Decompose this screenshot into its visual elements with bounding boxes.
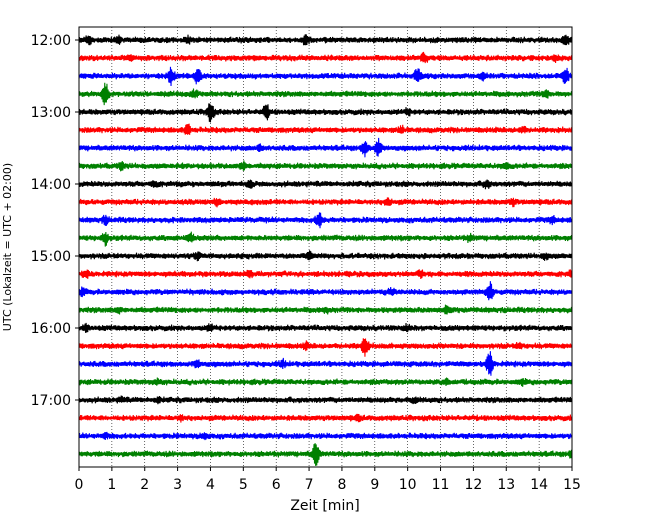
vertical-gridlines [111,27,540,467]
trace-1200 [78,34,573,46]
x-axis-ticks: 0 1 2 3 4 5 6 7 8 9 10 11 12 13 14 15 [75,467,581,493]
trace-1300 [78,103,573,123]
trace-1230 [78,66,573,87]
trace-1615 [78,338,573,357]
trace-1745 [78,443,573,466]
trace-1715 [78,413,573,423]
trace-1345 [78,160,573,172]
x-axis-label: Zeit [min] [290,498,359,514]
y-tick-label: 13:00 [31,105,71,121]
trace-1600 [78,322,573,333]
x-tick-label: 1 [107,477,116,493]
trace-1415 [78,197,573,208]
trace-1530 [78,281,573,301]
trace-1400 [78,179,573,190]
trace-1330 [78,137,573,158]
y-tick-label: 15:00 [31,249,71,265]
y-axis-ticks: 12:00 13:00 14:00 15:00 16:00 17:00 [31,33,79,409]
trace-1445 [78,231,573,247]
x-tick-label: 10 [399,477,417,493]
plot-frame [78,26,573,468]
x-tick-label: 9 [370,477,379,493]
trace-1545 [78,304,573,315]
y-tick-label: 16:00 [31,321,71,337]
x-tick-label: 14 [530,477,548,493]
trace-1430 [78,212,573,229]
x-tick-label: 3 [173,477,182,493]
y-axis-label: UTC (Lokalzeit = UTC + 02:00) [1,163,14,331]
x-tick-label: 6 [272,477,281,493]
x-tick-label: 4 [206,477,215,493]
x-tick-label: 8 [337,477,346,493]
trace-1630 [78,351,573,376]
trace-1245 [78,82,573,106]
x-tick-label: 11 [432,477,450,493]
x-tick-label: 7 [305,477,314,493]
trace-1500 [78,250,573,262]
y-tick-label: 17:00 [31,393,71,409]
trace-1700 [78,395,573,405]
x-tick-label: 12 [464,477,482,493]
y-tick-label: 12:00 [31,33,71,49]
trace-1515 [78,269,573,279]
trace-1645 [78,377,573,387]
x-tick-label: 15 [563,477,581,493]
x-tick-label: 5 [239,477,248,493]
x-tick-label: 2 [140,477,149,493]
trace-1730 [78,431,573,441]
x-tick-label: 13 [497,477,515,493]
x-tick-label: 0 [75,477,84,493]
seismic-traces [78,34,573,466]
trace-1315 [78,123,573,135]
trace-1215 [78,51,573,64]
y-tick-label: 14:00 [31,177,71,193]
